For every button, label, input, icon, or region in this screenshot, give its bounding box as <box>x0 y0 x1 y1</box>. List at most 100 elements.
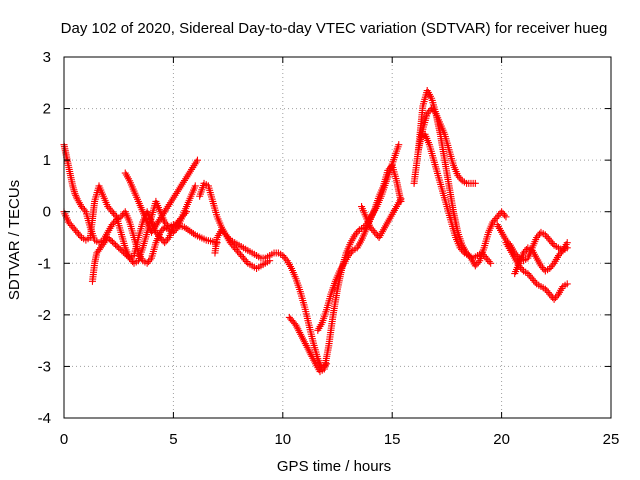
data-point <box>75 230 83 238</box>
data-point <box>231 244 239 252</box>
data-point <box>116 245 124 253</box>
data-point <box>155 232 163 240</box>
data-point <box>485 258 493 266</box>
data-point <box>423 110 431 118</box>
data-point <box>547 238 555 246</box>
data-point <box>64 218 72 226</box>
data-point <box>266 257 274 265</box>
data-point <box>454 172 462 180</box>
data-point <box>553 292 561 300</box>
data-point <box>554 252 562 260</box>
data-point <box>543 233 551 241</box>
data-point <box>229 242 237 250</box>
data-point <box>525 271 533 279</box>
data-point <box>108 208 116 216</box>
data-point <box>234 247 242 255</box>
data-point <box>66 220 74 228</box>
y-tick-label: -1 <box>38 255 51 272</box>
data-point <box>191 182 199 190</box>
data-point <box>498 208 506 216</box>
data-point <box>69 223 77 231</box>
data-point <box>110 219 118 227</box>
data-point <box>533 234 541 241</box>
data-point <box>527 273 535 281</box>
data-point <box>181 209 189 217</box>
data-point <box>492 215 500 223</box>
y-tick-label: 0 <box>43 204 51 221</box>
y-tick-label: -4 <box>38 410 51 427</box>
data-point <box>121 250 129 258</box>
data-point <box>546 290 554 298</box>
data-point <box>519 249 527 257</box>
data-point <box>459 247 467 255</box>
data-point <box>118 211 126 219</box>
y-tick-label: 2 <box>43 101 51 118</box>
data-point <box>457 175 465 183</box>
data-point <box>67 221 75 229</box>
data-point <box>546 236 554 244</box>
data-point <box>371 228 379 236</box>
tick-labels: 0 5 10 15 20 25 -4 -3 -2 -1 0 1 2 3 <box>38 49 620 448</box>
data-point <box>493 213 501 221</box>
data-point <box>397 195 405 203</box>
data-point <box>110 239 118 247</box>
data-point <box>429 106 437 114</box>
data-point <box>471 262 479 270</box>
data-point <box>79 204 87 212</box>
grid <box>64 57 611 418</box>
data-point <box>158 235 166 243</box>
data-point <box>490 216 498 224</box>
data-point <box>124 253 132 261</box>
data-point <box>544 289 552 297</box>
ticks <box>63 56 612 419</box>
data-point <box>482 254 490 262</box>
data-point <box>557 248 565 256</box>
data-point <box>563 280 571 288</box>
data-point <box>347 248 355 256</box>
data-point <box>145 258 153 266</box>
data-point <box>161 218 169 226</box>
data-point <box>235 249 243 257</box>
data-point <box>552 294 560 302</box>
data-point <box>368 225 376 233</box>
x-tick-label: 10 <box>274 431 291 448</box>
data-point <box>153 230 161 238</box>
data-point <box>113 242 121 250</box>
data-point <box>499 209 507 217</box>
data-point <box>119 248 127 256</box>
data-point <box>162 237 170 245</box>
data-point <box>502 213 510 221</box>
data-point <box>563 239 571 247</box>
data-point <box>431 108 439 116</box>
data-point <box>534 232 542 240</box>
data-point <box>112 241 120 249</box>
data-point <box>524 270 532 278</box>
data-point <box>471 179 479 187</box>
data-point <box>228 240 236 248</box>
data-point <box>158 227 166 235</box>
x-tick-label: 20 <box>493 431 510 448</box>
data-point <box>183 208 191 216</box>
x-tick-label: 25 <box>603 431 620 448</box>
data-point <box>538 264 546 272</box>
data-point <box>425 108 433 116</box>
data-point <box>146 256 154 264</box>
data-point <box>236 251 244 259</box>
data-point <box>242 258 250 266</box>
data-point <box>178 213 186 221</box>
data-point <box>219 227 227 235</box>
data-point <box>164 235 172 243</box>
data-point <box>366 223 374 231</box>
data-point <box>156 234 164 241</box>
data-point <box>161 239 169 247</box>
data-point <box>110 209 118 217</box>
data-point <box>71 190 79 198</box>
data-point <box>115 244 123 252</box>
data-point <box>495 211 503 219</box>
data-point <box>226 239 234 247</box>
data-point <box>531 278 539 286</box>
data-point <box>73 228 81 236</box>
data-point <box>177 215 185 223</box>
